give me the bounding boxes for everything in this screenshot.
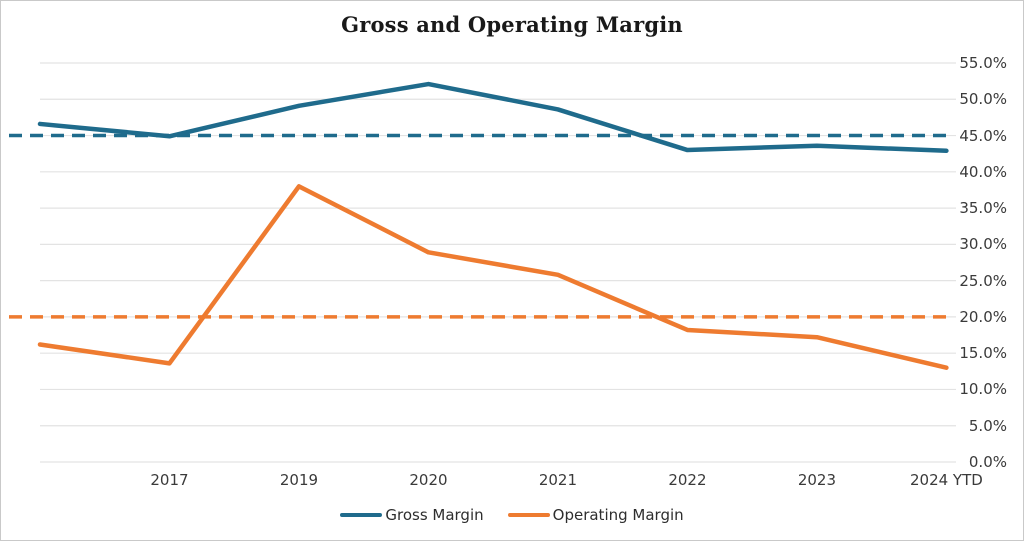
y-tick-label: 25.0% [959,271,1007,290]
chart-title: Gross and Operating Margin [341,12,683,37]
legend-label: Operating Margin [552,506,684,524]
y-tick-label: 5.0% [968,416,1007,435]
y-tick-label: 40.0% [959,162,1007,181]
x-tick-label: 2024 YTD [909,471,983,489]
x-tick-label: 2020 [409,471,448,489]
y-tick-label: 55.0% [959,54,1007,72]
y-tick-label: 35.0% [959,199,1007,218]
series-line-gross-margin [37,81,949,154]
legend-item-operating-margin: Operating Margin [507,506,684,524]
legend-item-gross-margin: Gross Margin [340,506,484,524]
x-tick-label: 2019 [279,471,319,489]
y-tick-label: 30.0% [959,235,1007,254]
y-tick-label: 50.0% [959,90,1007,109]
y-tick-label: 15.0% [959,344,1007,363]
legend-line-swatch-icon [507,513,550,517]
y-tick-label: 20.0% [959,307,1007,326]
series-line-operating-margin [37,184,949,370]
x-tick-label: 2021 [538,471,578,489]
y-tick-label: 0.0% [968,453,1007,471]
x-tick-label: 2022 [668,471,707,489]
x-tick-label: 2023 [797,471,836,489]
legend: Gross Margin Operating Margin [1,506,1023,524]
legend-line-swatch-icon [340,513,383,517]
legend-label: Gross Margin [385,506,484,524]
y-tick-label: 45.0% [959,126,1007,145]
x-tick-label: 2017 [150,471,189,489]
y-tick-label: 10.0% [959,380,1007,399]
